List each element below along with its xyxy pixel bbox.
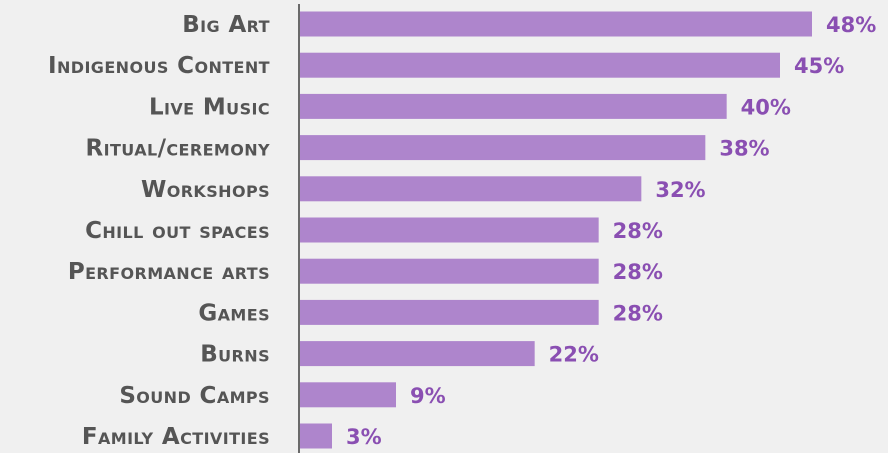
bar (300, 341, 535, 367)
value-label: 9% (410, 384, 446, 408)
bar (300, 299, 599, 325)
category-label: Ritual/ceremony (86, 136, 270, 162)
value-label: 3% (346, 425, 382, 449)
category-label: Chill out spaces (85, 218, 270, 244)
category-label: Family Activities (82, 424, 270, 450)
value-label: 22% (549, 343, 599, 367)
category-label: Performance arts (68, 259, 270, 285)
value-labels-group: 48% 45%40% 38% 32% 28% 28% 28% 22% 9% 3% (346, 13, 876, 449)
category-label: Live Music (149, 94, 270, 120)
category-label: Games (198, 300, 270, 326)
value-label: 48% (826, 13, 876, 37)
bar (300, 217, 599, 243)
bars-group (300, 11, 812, 449)
value-label: 40% (741, 95, 791, 119)
value-label: 28% (613, 260, 663, 284)
value-label: 28% (613, 301, 663, 325)
value-label: 32% (655, 178, 705, 202)
category-label: Burns (200, 342, 270, 368)
category-label: Sound Camps (119, 383, 270, 409)
category-label: Big Art (182, 12, 270, 38)
bar (300, 382, 396, 408)
bar (300, 176, 642, 202)
bar (300, 423, 332, 449)
value-label: 28% (613, 219, 663, 243)
category-label: Workshops (141, 177, 270, 203)
bar (300, 258, 599, 284)
value-label: 38% (719, 137, 769, 161)
value-label: 45% (794, 54, 844, 78)
bar (300, 135, 706, 161)
bar (300, 11, 812, 37)
bar (300, 52, 780, 78)
category-label: Indigenous Content (48, 53, 270, 79)
bar (300, 93, 727, 119)
category-labels-group: Big Art Indigenous Content Live Music Ritua… (48, 12, 270, 450)
